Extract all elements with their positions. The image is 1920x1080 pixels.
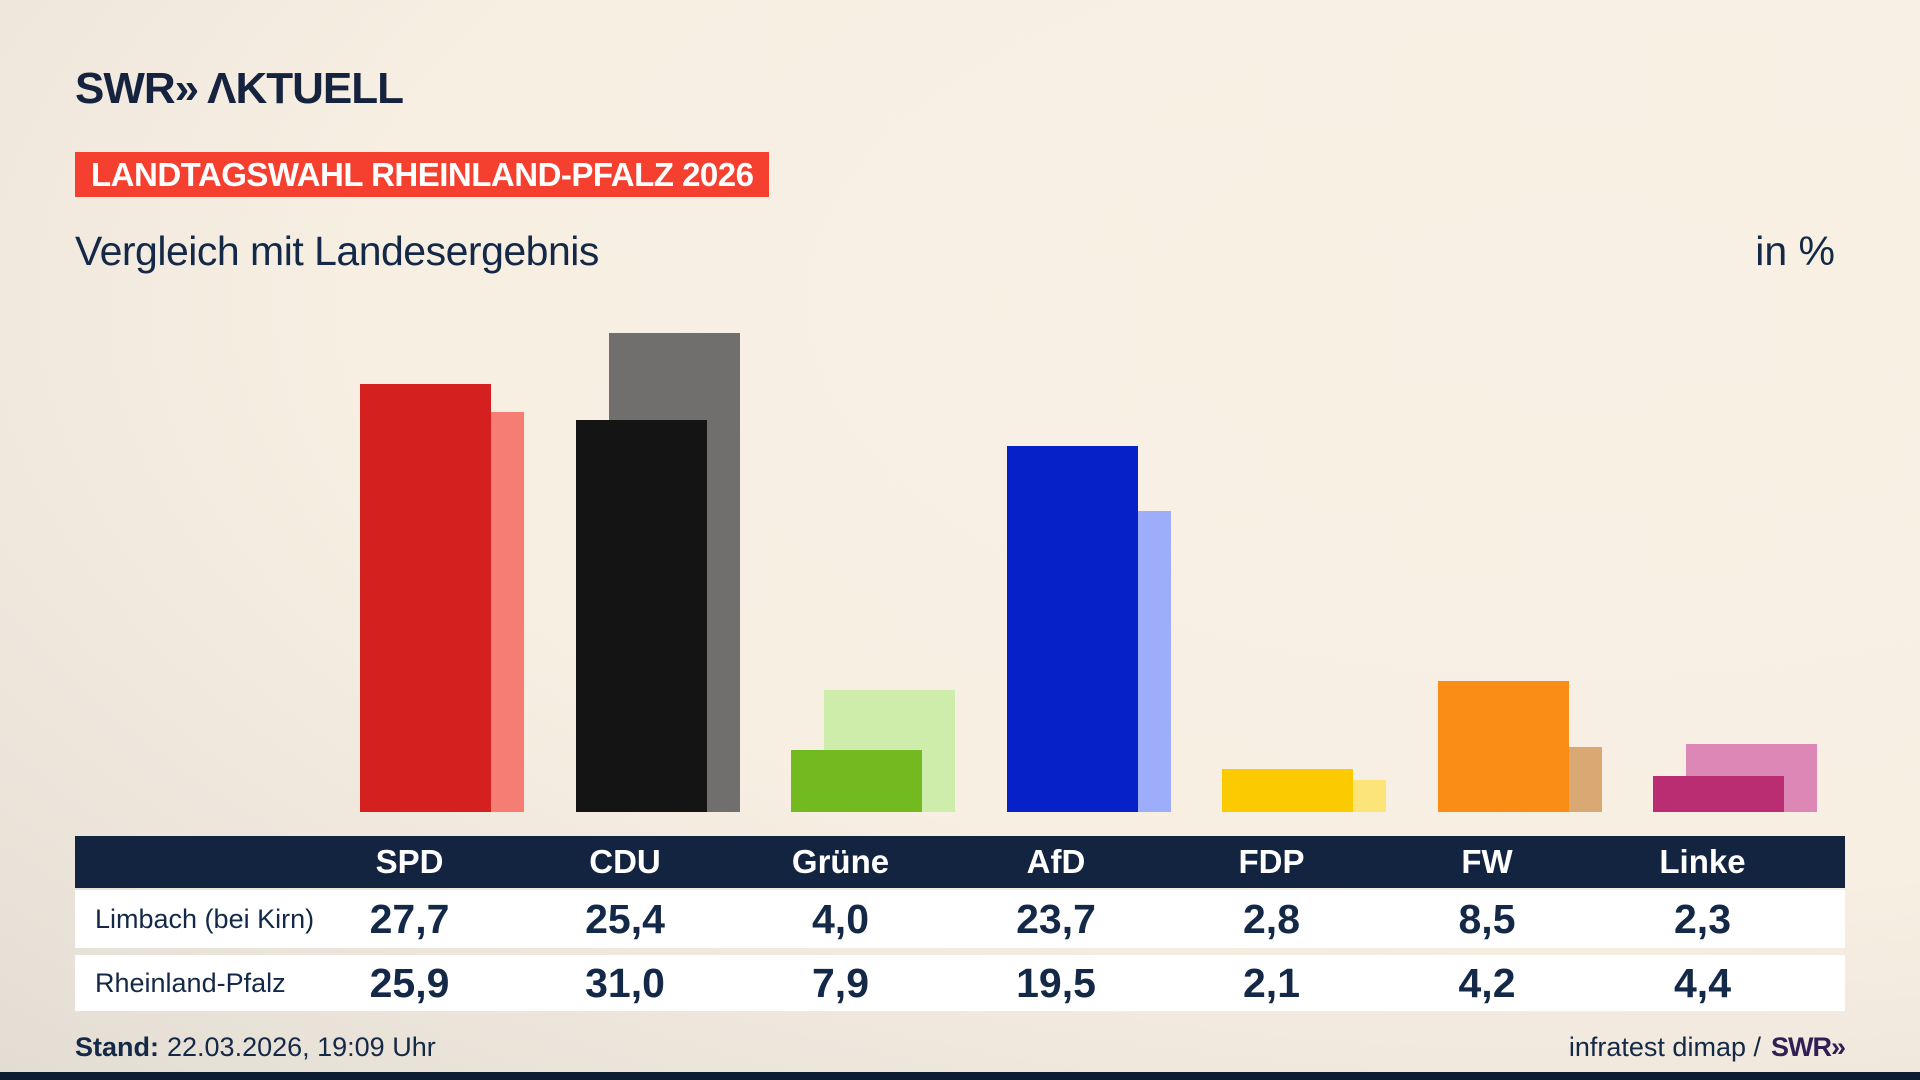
column-header-spd: SPD bbox=[375, 843, 444, 880]
column-header-fw: FW bbox=[1461, 843, 1513, 880]
bar-gruene-limbach-bei-kirn- bbox=[791, 750, 922, 812]
row-label: Limbach (bei Kirn) bbox=[95, 904, 315, 934]
column-header-fdp: FDP bbox=[1238, 843, 1305, 880]
bar-fdp-limbach-bei-kirn- bbox=[1222, 769, 1353, 812]
value-fdp-rheinland-pfalz: 2,1 bbox=[1243, 960, 1300, 1006]
chart-title: Vergleich mit Landesergebnis bbox=[75, 228, 599, 274]
swr-logo-text: SWR bbox=[75, 64, 176, 113]
value-spd-limbach-bei-kirn-: 27,7 bbox=[369, 896, 450, 942]
table-row-rheinland-pfalz: Rheinland-Pfalz 25,9 31,0 7,9 19,5 2,1 4,2 4,4 bbox=[75, 955, 1845, 1011]
value-fw-limbach-bei-kirn-: 8,5 bbox=[1458, 896, 1516, 942]
bar-fw-limbach-bei-kirn- bbox=[1437, 681, 1569, 812]
value-linke-rheinland-pfalz: 4,4 bbox=[1674, 960, 1731, 1006]
value-fw-rheinland-pfalz: 4,2 bbox=[1458, 960, 1516, 1006]
election-banner: LANDTAGSWAHL RHEINLAND-PFALZ 2026 bbox=[75, 152, 770, 197]
bar-cdu-limbach-bei-kirn- bbox=[575, 420, 707, 812]
value-cdu-rheinland-pfalz: 31,0 bbox=[585, 960, 665, 1006]
value-fdp-limbach-bei-kirn-: 2,8 bbox=[1243, 896, 1300, 942]
bar-linke-limbach-bei-kirn- bbox=[1653, 776, 1784, 812]
stand-timestamp: Stand: 22.03.2026, 19:09 Uhr bbox=[75, 1030, 436, 1064]
source-text: infratest dimap / bbox=[1568, 1032, 1761, 1062]
value-cdu-limbach-bei-kirn-: 25,4 bbox=[585, 896, 665, 942]
source-credit: infratest dimap / SWR» bbox=[1568, 1030, 1846, 1064]
bottom-divider-bar bbox=[0, 1072, 1920, 1080]
value-linke-limbach-bei-kirn-: 2,3 bbox=[1674, 896, 1731, 942]
column-header-cdu: CDU bbox=[589, 843, 661, 880]
source-swr-logo: SWR» bbox=[1770, 1032, 1846, 1062]
value-gruene-limbach-bei-kirn-: 4,0 bbox=[812, 896, 869, 942]
column-header-gruene: Grüne bbox=[791, 843, 890, 880]
value-gruene-rheinland-pfalz: 7,9 bbox=[812, 960, 869, 1006]
value-spd-rheinland-pfalz: 25,9 bbox=[369, 960, 450, 1006]
swr-aktuell-logo: SWR» ΛKTUELL bbox=[75, 64, 404, 113]
row-label: Rheinland-Pfalz bbox=[95, 968, 286, 998]
aktuell-logo-text: ΛKTUELL bbox=[207, 64, 404, 113]
value-afd-rheinland-pfalz: 19,5 bbox=[1016, 960, 1096, 1006]
stand-label: Stand: bbox=[75, 1032, 159, 1062]
bar-afd-limbach-bei-kirn- bbox=[1006, 446, 1138, 812]
column-header-afd: AfD bbox=[1026, 843, 1086, 880]
value-afd-limbach-bei-kirn-: 23,7 bbox=[1016, 896, 1096, 942]
bar-spd-limbach-bei-kirn- bbox=[360, 384, 491, 812]
column-header-linke: Linke bbox=[1659, 843, 1746, 880]
table-row-limbach-bei-kirn-: Limbach (bei Kirn) 27,7 25,4 4,0 23,7 2,8 8,5 2… bbox=[75, 890, 1845, 948]
table-header-row: SPD CDU Grüne AfD FDP FW Linke bbox=[75, 836, 1845, 888]
stand-value: 22.03.2026, 19:09 Uhr bbox=[167, 1032, 436, 1062]
unit-label: in % bbox=[1755, 228, 1835, 274]
